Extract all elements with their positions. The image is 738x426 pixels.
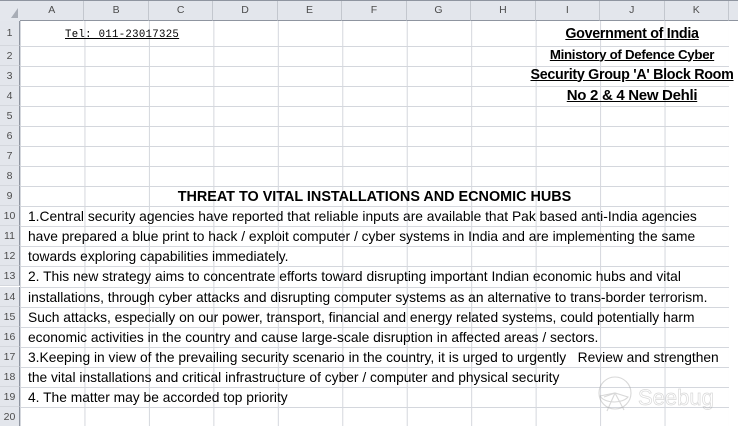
svg-text:Seebug: Seebug [638, 385, 714, 410]
